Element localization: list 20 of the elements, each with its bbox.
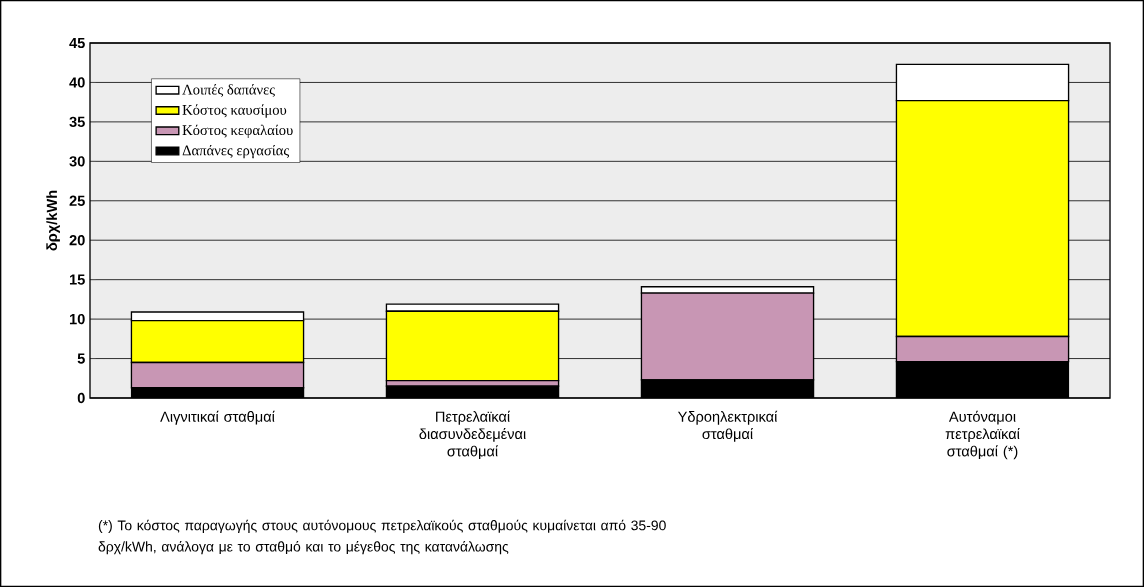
- y-tick-label: 15: [69, 274, 85, 285]
- y-axis-title: δρχ/kWh: [46, 190, 60, 251]
- x-tick-label: Αυτόναμοι πετρελαϊκαί σταθμαί (*): [945, 410, 1020, 460]
- y-tick-label: 25: [69, 195, 85, 206]
- y-tick-label: 45: [69, 37, 85, 49]
- y-tick-label: 30: [69, 156, 85, 167]
- y-tick-label: 35: [69, 116, 85, 128]
- legend-label: Δαπάνες εργασίας: [182, 144, 290, 159]
- y-tick-label: 5: [77, 353, 85, 364]
- text: (*) Το κόστος παραγωγής στους αυτόνομους πετρελαϊκούς σταθμούς κυμαίνεται από 35-90 δρχ/kWh, ανάλογα με το σταθμό και το μέγεθος της κατανάλωσης: [98, 519, 666, 555]
- x-tick-label: Υδροηλεκτρικαί σταθμαί: [677, 410, 778, 442]
- legend-label: Λοιπές δαπάνες: [182, 84, 275, 97]
- y-tick-label: 40: [69, 77, 85, 88]
- y-tick-label: 10: [69, 313, 85, 325]
- legend-label: Κόστος καυσίμου: [182, 104, 287, 118]
- x-tick-label: Λιγνιτικαί σταθμαί: [160, 410, 275, 425]
- x-tick-label: Πετρελαϊκαί διασυνδεδεμέναι σταθμαί: [419, 410, 526, 460]
- y-tick-label: 20: [69, 235, 85, 246]
- legend-label: Κόστος κεφαλαίου: [182, 124, 293, 139]
- y-tick-label: 0: [77, 392, 85, 404]
